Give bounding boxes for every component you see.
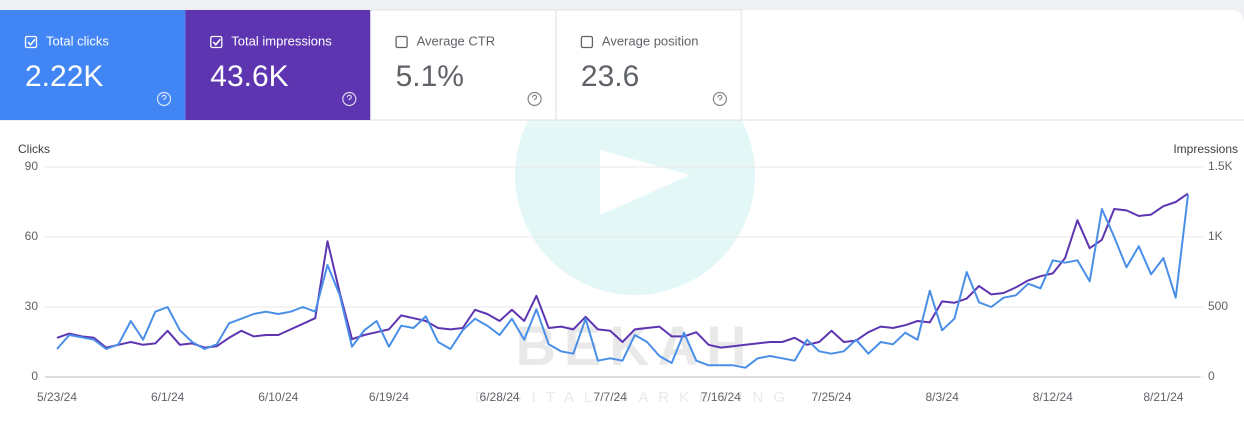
x-tick-label: 6/1/24 [151,390,185,404]
card-label: Average position [602,33,699,48]
card-label: Total clicks [46,33,109,48]
y-tick-label: 60 [25,229,39,243]
x-tick-label: 6/19/24 [369,390,409,404]
checkmark [27,38,36,47]
watermark-tagline: DIGITAL MARKETING [475,389,795,406]
help-icon[interactable] [342,91,357,107]
y2-tick-label: 0 [1208,369,1215,383]
help-icon[interactable] [527,91,542,107]
card-value: 43.6K [210,60,288,93]
help-glyph [717,94,723,101]
checkbox[interactable] [210,35,223,49]
watermark-arrow [600,150,690,215]
metric-card[interactable]: Total impressions 43.6K [185,10,371,120]
card-background [185,10,371,120]
x-tick-label: 8/21/24 [1143,390,1183,404]
x-tick-label: 6/10/24 [258,390,298,404]
help-icon[interactable] [156,91,172,107]
x-tick-label: 5/23/24 [37,390,77,404]
card-value: 23.6 [581,60,639,93]
help-glyph [532,94,538,101]
metric-cards: Total clicks 2.22K Total impressions 43.6K A… [0,9,742,121]
series-line [56,194,1189,369]
x-tick-label: 7/25/24 [811,390,851,404]
y2-tick-label: 1.5K [1208,159,1233,173]
x-tick-label: 7/16/24 [701,390,741,404]
chart: Clicks Impressions 0 30 60 90 0 500 1K 1.5K 5/23… [18,142,1238,404]
checkbox[interactable] [580,35,594,49]
metric-card[interactable]: Average CTR 5.1% [370,9,557,121]
series-line [56,192,1189,349]
y-axis-title: Clicks [18,142,50,156]
help-glyph [346,94,352,101]
y-tick-label: 30 [25,299,39,313]
x-tick-label: 8/12/24 [1033,390,1073,404]
metric-card[interactable]: Average position 23.6 [555,9,742,121]
checkbox[interactable] [24,35,38,49]
y-tick-label: 0 [31,369,38,383]
x-tick-label: 8/3/24 [925,390,959,404]
x-tick-label: 7/7/24 [594,390,628,404]
metric-card[interactable]: Total clicks 2.22K [0,10,186,120]
card-label: Total impressions [231,33,332,48]
card-background [555,9,742,121]
y2-tick-label: 1K [1208,229,1223,243]
checkmark [212,38,221,47]
help-icon[interactable] [712,91,728,107]
y2-tick-label: 500 [1208,299,1228,313]
y-tick-label: 90 [25,159,39,173]
help-glyph [161,94,167,101]
card-label: Average CTR [417,33,496,48]
x-tick-label: 6/28/24 [480,390,520,404]
checkbox[interactable] [395,35,408,49]
card-value: 5.1% [396,60,464,93]
card-value: 2.22K [25,60,103,93]
y2-axis-title: Impressions [1173,142,1238,156]
card-background [0,10,186,120]
